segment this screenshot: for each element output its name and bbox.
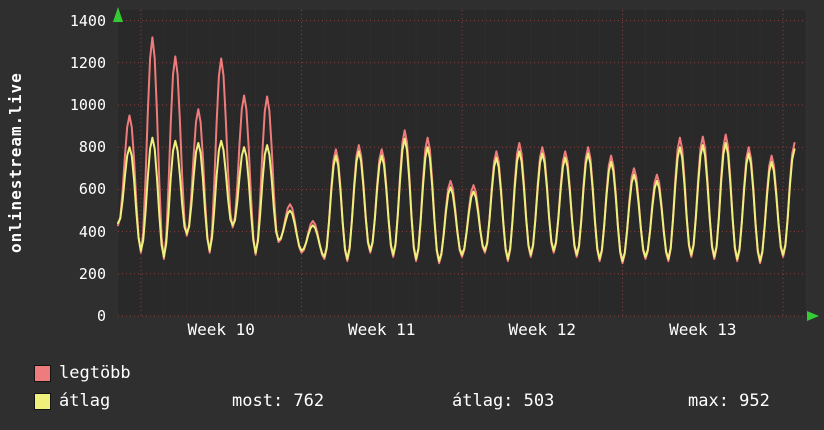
series-line-1 — [117, 136, 796, 263]
x-axis-arrow-icon — [807, 311, 819, 321]
plot-svg — [113, 7, 819, 321]
y-tick-label: 600 — [78, 180, 106, 199]
x-tick-label: Week 10 — [187, 320, 255, 339]
y-axis-arrow-icon — [113, 7, 123, 22]
plot-area — [113, 7, 819, 321]
x-tick-label: Week 12 — [508, 320, 576, 339]
y-tick-label: 400 — [78, 222, 106, 241]
y-tick-label: 0 — [96, 307, 106, 325]
legend-swatch-red — [34, 364, 51, 382]
y-tick-label: 1200 — [69, 53, 106, 72]
stat-most: most: 762 — [232, 391, 325, 411]
x-tick-label: Week 13 — [669, 320, 737, 339]
legend-label-legtobb: legtöbb — [59, 363, 131, 383]
y-tick-label: 1000 — [69, 95, 106, 114]
y-tick-label: 1400 — [69, 11, 106, 30]
y-tick-label: 200 — [78, 264, 106, 283]
y-tick-label: 800 — [78, 138, 106, 157]
legend-swatch-yellow — [34, 392, 51, 410]
stat-max: max: 952 — [688, 391, 770, 411]
legend-item-atlag: átlag — [34, 391, 110, 411]
stat-atlag: átlag: 503 — [452, 391, 555, 411]
legend-item-legtobb: legtöbb — [34, 363, 131, 383]
x-tick-label: Week 11 — [348, 320, 416, 339]
legend-label-atlag: átlag — [59, 391, 111, 411]
